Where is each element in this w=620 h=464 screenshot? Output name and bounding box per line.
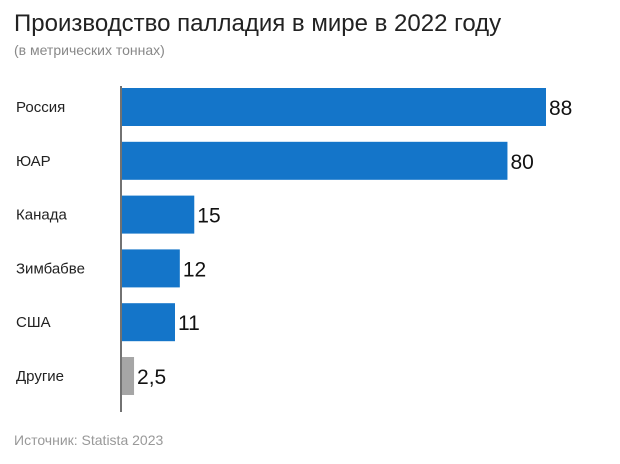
value-label: 12	[183, 258, 206, 281]
chart-title: Производство палладия в мире в 2022 году	[14, 10, 502, 37]
category-label: Канада	[16, 207, 67, 224]
value-label: 80	[510, 151, 533, 174]
bar-4	[122, 303, 175, 342]
value-label: 88	[549, 97, 572, 120]
category-label: Зимбабве	[16, 260, 85, 277]
bar-0	[122, 88, 546, 126]
category-label: США	[16, 314, 51, 331]
chart-subtitle: (в метрических тоннах)	[14, 42, 165, 58]
source-note: Источник: Statista 2023	[14, 432, 164, 448]
value-label: 11	[178, 312, 200, 335]
bar-5	[122, 357, 135, 395]
value-label: 15	[197, 205, 220, 228]
bar-3	[122, 249, 180, 288]
bar-2	[122, 195, 195, 234]
category-label: ЮАР	[16, 153, 51, 170]
value-label: 2,5	[137, 366, 166, 389]
bar-1	[122, 141, 508, 180]
category-label: Россия	[16, 99, 65, 116]
category-label: Другие	[16, 368, 64, 385]
